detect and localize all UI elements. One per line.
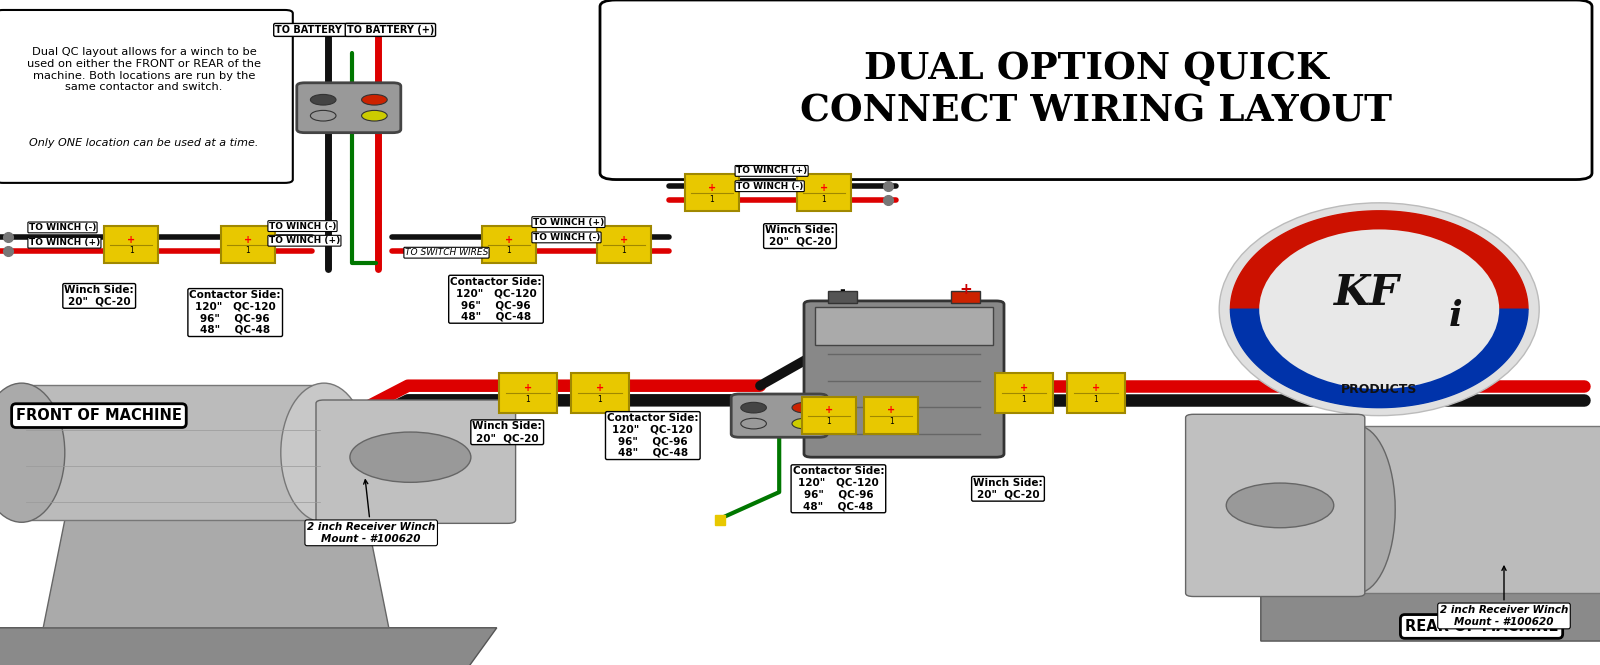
Text: Contactor Side:
120"   QC-120
96"    QC-96
48"    QC-48: Contactor Side: 120" QC-120 96" QC-96 48… [792, 466, 885, 511]
Text: +: + [819, 183, 829, 193]
Text: 1: 1 [710, 195, 714, 203]
Text: Winch Side:
20"  QC-20: Winch Side: 20" QC-20 [973, 478, 1043, 499]
FancyBboxPatch shape [0, 10, 293, 183]
FancyBboxPatch shape [104, 226, 158, 263]
Text: Dual QC layout allows for a winch to be
used on either the FRONT or REAR of the
: Dual QC layout allows for a winch to be … [27, 47, 261, 92]
Text: Winch Side:
20"  QC-20: Winch Side: 20" QC-20 [64, 285, 134, 307]
Polygon shape [1230, 309, 1528, 408]
Text: TO BATTERY (+): TO BATTERY (+) [347, 25, 434, 35]
FancyBboxPatch shape [1067, 374, 1125, 412]
Text: TO WINCH (-): TO WINCH (-) [269, 221, 336, 231]
FancyBboxPatch shape [221, 226, 275, 263]
FancyBboxPatch shape [499, 374, 557, 412]
Text: TO WINCH (+): TO WINCH (+) [269, 236, 341, 245]
FancyBboxPatch shape [298, 82, 400, 133]
Circle shape [362, 94, 387, 105]
FancyBboxPatch shape [571, 374, 629, 412]
Text: 1: 1 [822, 195, 826, 203]
Circle shape [362, 110, 387, 121]
Polygon shape [0, 628, 496, 665]
Text: 1: 1 [598, 395, 602, 404]
Ellipse shape [1259, 229, 1499, 389]
Text: KF: KF [1333, 271, 1400, 314]
Text: FRONT OF MACHINE: FRONT OF MACHINE [16, 408, 182, 423]
Circle shape [792, 402, 818, 413]
Ellipse shape [282, 383, 368, 522]
Polygon shape [43, 520, 389, 628]
Polygon shape [1357, 426, 1600, 593]
Circle shape [310, 110, 336, 121]
Text: 1: 1 [1022, 395, 1026, 404]
Text: Only ONE location can be used at a time.: Only ONE location can be used at a time. [29, 138, 259, 148]
FancyBboxPatch shape [482, 226, 536, 263]
Circle shape [350, 432, 470, 482]
Text: TO WINCH (+): TO WINCH (+) [533, 217, 605, 227]
Text: 1: 1 [130, 247, 133, 255]
Text: 1: 1 [246, 247, 250, 255]
Bar [950, 291, 979, 303]
Ellipse shape [1318, 426, 1395, 593]
Text: TO WINCH (+): TO WINCH (+) [29, 238, 101, 247]
Circle shape [741, 402, 766, 413]
Text: +: + [1019, 382, 1029, 392]
Text: Contactor Side:
120"   QC-120
96"    QC-96
48"    QC-48: Contactor Side: 120" QC-120 96" QC-96 48… [606, 413, 699, 458]
Text: 1: 1 [507, 247, 510, 255]
Ellipse shape [0, 383, 66, 522]
Text: +: + [1091, 382, 1101, 392]
Text: 1: 1 [526, 395, 530, 404]
Text: +: + [960, 282, 971, 297]
Text: +: + [824, 406, 834, 416]
FancyBboxPatch shape [995, 374, 1053, 412]
Circle shape [310, 94, 336, 105]
FancyBboxPatch shape [685, 174, 739, 211]
FancyBboxPatch shape [731, 394, 827, 438]
FancyBboxPatch shape [600, 0, 1592, 180]
Text: PRODUCTS: PRODUCTS [1341, 382, 1418, 396]
Text: +: + [619, 235, 629, 245]
FancyBboxPatch shape [1186, 414, 1365, 597]
Text: TO WINCH (-): TO WINCH (-) [29, 223, 96, 232]
FancyBboxPatch shape [803, 301, 1005, 458]
Text: 1: 1 [622, 247, 626, 255]
Text: TO WINCH (-): TO WINCH (-) [533, 233, 600, 242]
Text: 1: 1 [1094, 395, 1098, 404]
Text: DUAL OPTION QUICK
CONNECT WIRING LAYOUT: DUAL OPTION QUICK CONNECT WIRING LAYOUT [800, 50, 1392, 130]
Text: 1: 1 [890, 418, 893, 426]
FancyBboxPatch shape [864, 397, 918, 434]
Text: TO WINCH (+): TO WINCH (+) [736, 166, 808, 176]
FancyBboxPatch shape [814, 307, 992, 344]
Text: REAR OF MACHINE: REAR OF MACHINE [1405, 619, 1558, 634]
Text: +: + [504, 235, 514, 245]
Text: +: + [523, 382, 533, 392]
FancyBboxPatch shape [597, 226, 651, 263]
Ellipse shape [1219, 203, 1539, 416]
Text: +: + [886, 406, 896, 416]
Text: +: + [595, 382, 605, 392]
Polygon shape [1230, 211, 1528, 309]
Circle shape [741, 418, 766, 429]
Text: Contactor Side:
120"   QC-120
96"    QC-96
48"    QC-48: Contactor Side: 120" QC-120 96" QC-96 48… [450, 277, 542, 322]
FancyBboxPatch shape [802, 397, 856, 434]
Text: +: + [243, 235, 253, 245]
Text: TO BATTERY (-): TO BATTERY (-) [275, 25, 358, 35]
Text: +: + [707, 183, 717, 193]
Text: 2 inch Receiver Winch
Mount - #100620: 2 inch Receiver Winch Mount - #100620 [307, 479, 435, 543]
Text: +: + [126, 235, 136, 245]
Text: Winch Side:
20"  QC-20: Winch Side: 20" QC-20 [765, 225, 835, 247]
Text: TO WINCH (-): TO WINCH (-) [736, 182, 803, 191]
Polygon shape [22, 385, 323, 520]
Circle shape [1226, 483, 1334, 528]
FancyBboxPatch shape [797, 174, 851, 211]
Polygon shape [1261, 593, 1600, 641]
Bar [829, 291, 858, 303]
FancyBboxPatch shape [317, 400, 515, 523]
Text: 1: 1 [827, 418, 830, 426]
Circle shape [792, 418, 818, 429]
Text: 2 inch Receiver Winch
Mount - #100620: 2 inch Receiver Winch Mount - #100620 [1440, 567, 1568, 626]
Text: TO SWITCH WIRES: TO SWITCH WIRES [405, 248, 488, 257]
Text: -: - [840, 283, 845, 297]
Text: Winch Side:
20"  QC-20: Winch Side: 20" QC-20 [472, 422, 542, 443]
Text: i: i [1450, 299, 1462, 333]
Text: Contactor Side:
120"   QC-120
96"    QC-96
48"    QC-48: Contactor Side: 120" QC-120 96" QC-96 48… [189, 290, 282, 335]
